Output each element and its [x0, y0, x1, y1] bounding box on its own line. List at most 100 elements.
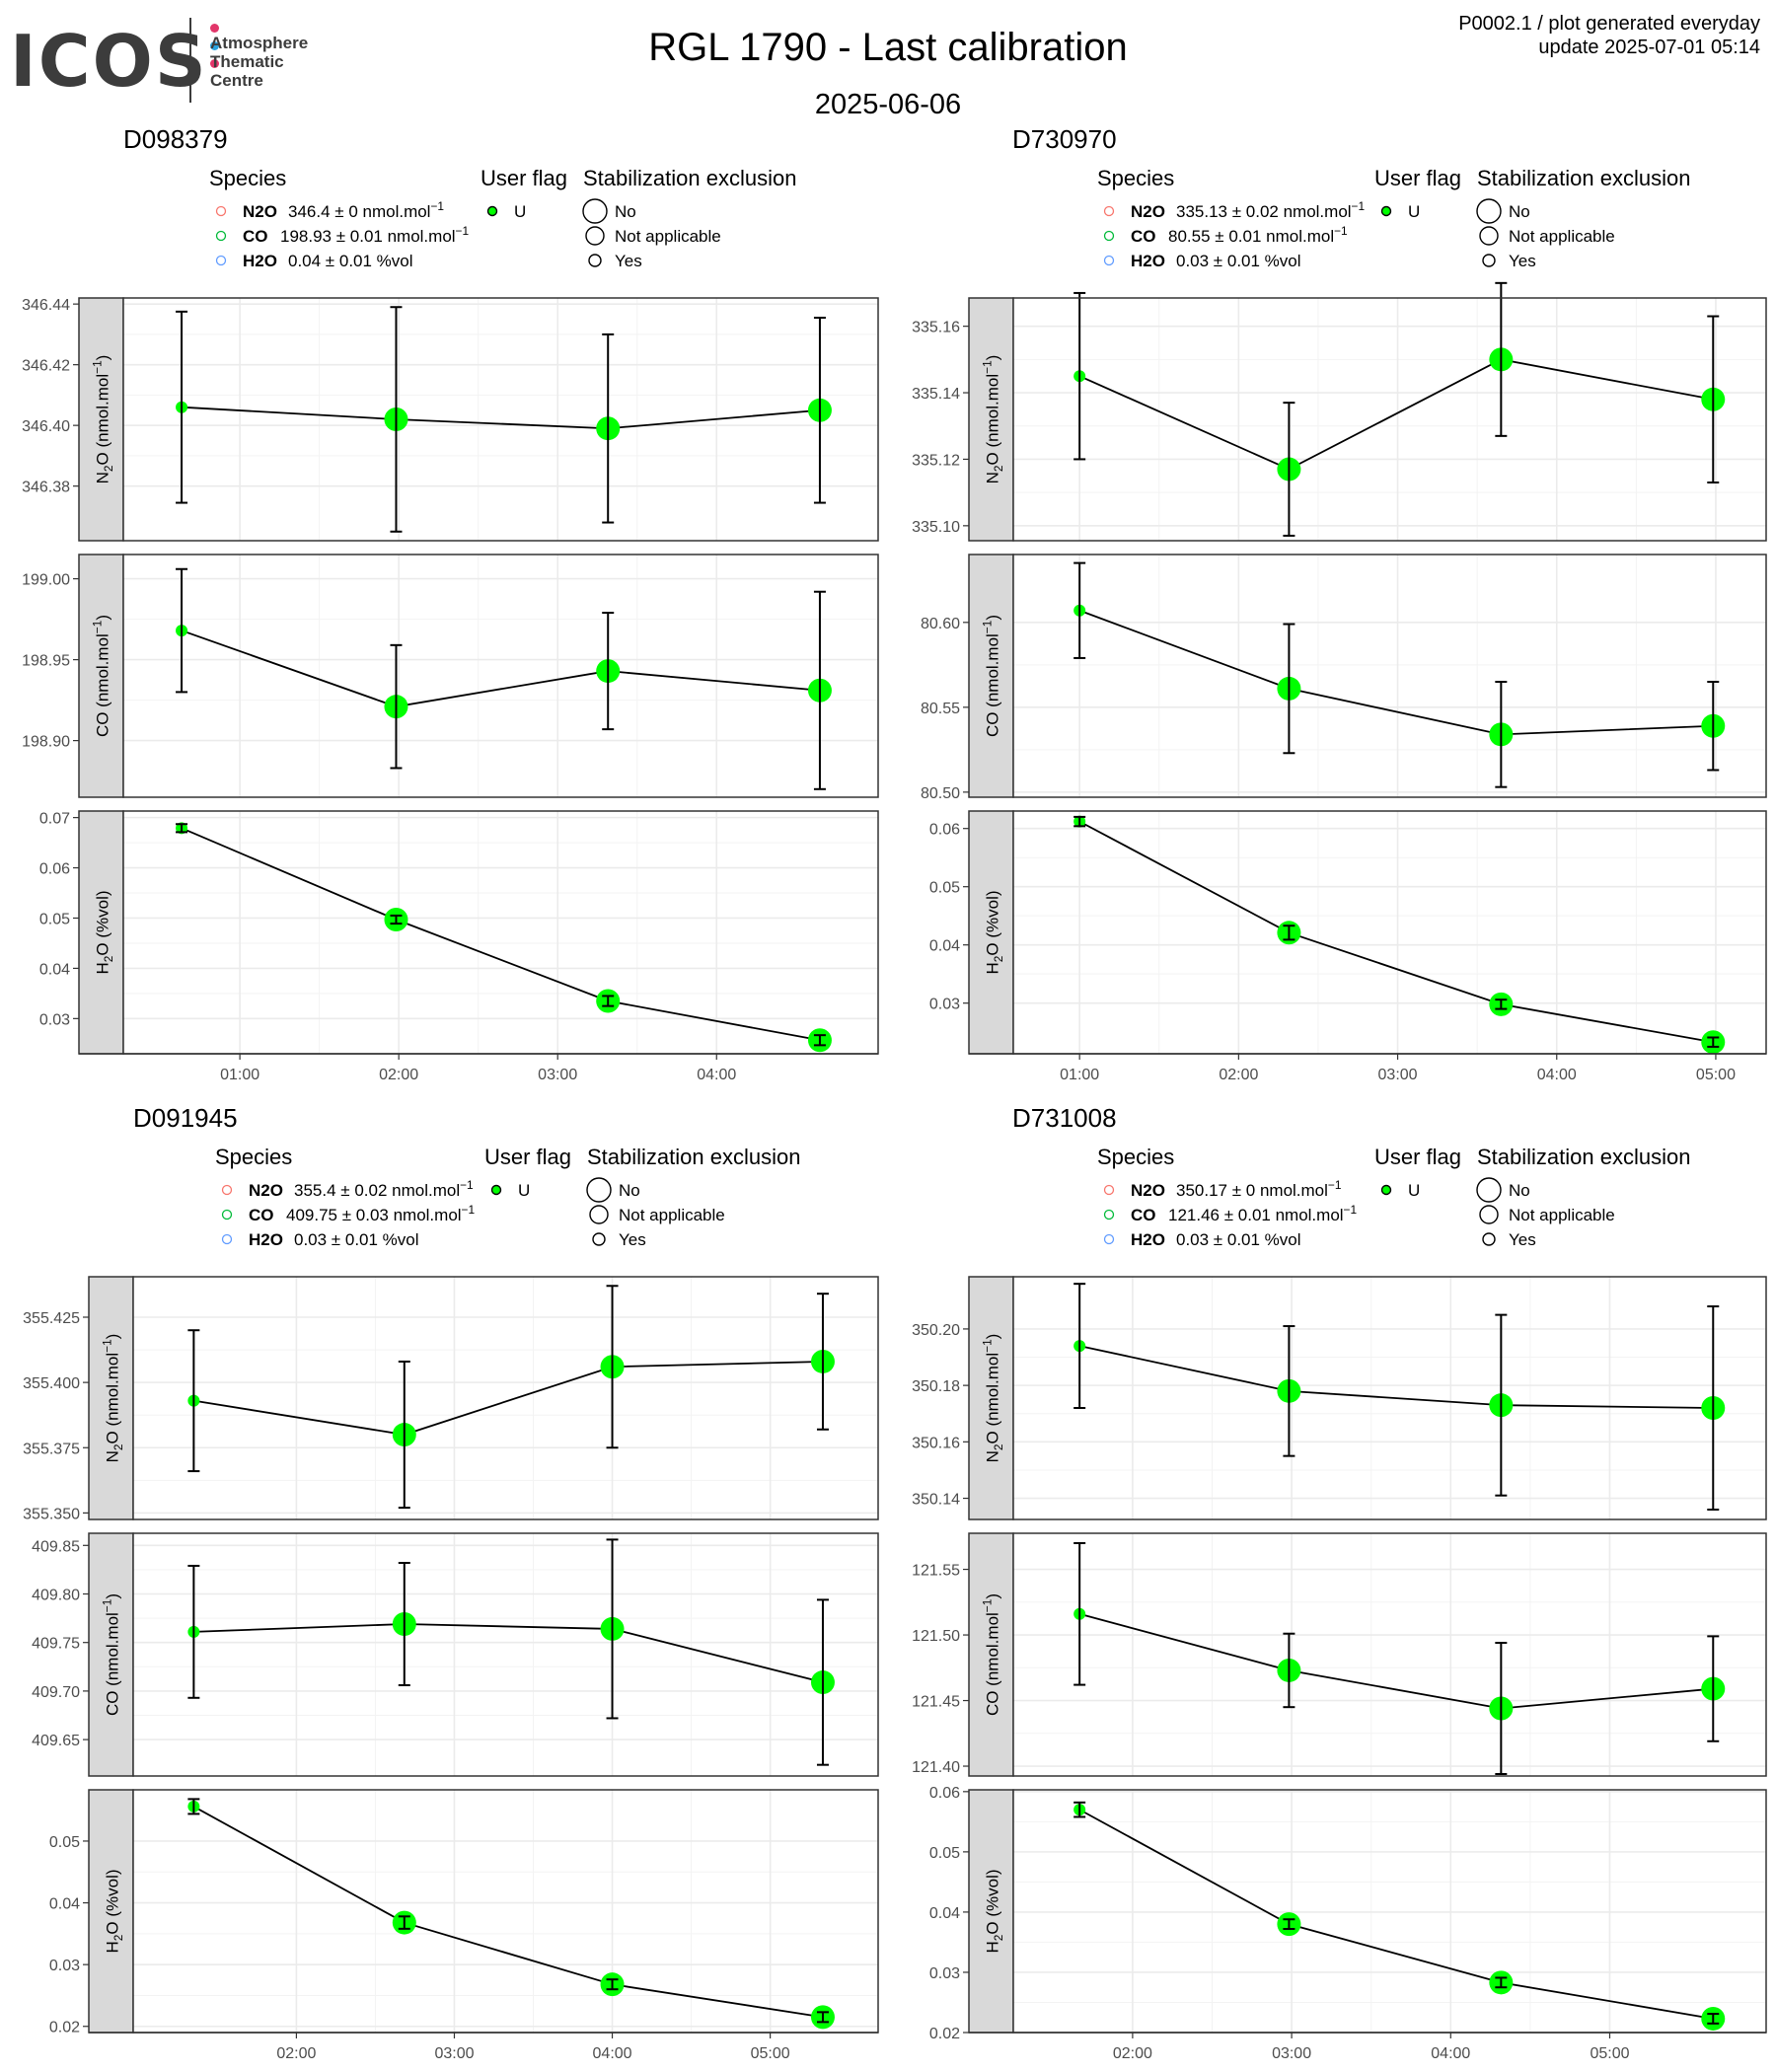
facet-strip — [88, 1532, 134, 1777]
legend-species-key — [221, 1184, 233, 1196]
legend-stab-label: No — [619, 1181, 640, 1200]
panel-0: N2O (nmol.mol−1) 335.10 335.12 335.14 335.16 — [912, 281, 1767, 542]
legend-species-value: 350.17 ± 0 nmol.mol−1 — [1176, 1178, 1342, 1200]
legend-species-name: N2O — [243, 202, 277, 221]
y-tick-label: 199.00 — [22, 572, 70, 589]
meta-update: update 2025-07-01 05:14 — [1538, 37, 1760, 58]
series-line — [193, 1361, 823, 1436]
legend-species-key — [1103, 205, 1115, 217]
plot-meta: P0002.1 / plot generated everyday update… — [1458, 12, 1760, 59]
legend-species-value: 0.03 ± 0.01 %vol — [294, 1230, 419, 1249]
legend-species-value: 346.4 ± 0 nmol.mol−1 — [288, 199, 444, 221]
legend-species-name: CO — [243, 227, 268, 246]
y-tick-label: 355.350 — [23, 1506, 80, 1522]
facet-strip — [968, 1532, 1014, 1777]
x-tick-label: 05:00 — [1696, 1067, 1736, 1083]
x-tick-label: 02:00 — [1219, 1067, 1258, 1083]
x-tick-label: 01:00 — [1060, 1067, 1099, 1083]
legend-species-name: N2O — [1131, 202, 1165, 221]
x-tick-label: 04:00 — [1537, 1067, 1577, 1083]
x-tick-label: 01:00 — [220, 1067, 259, 1083]
panel-background — [123, 555, 878, 797]
legend-species-title: Species — [209, 166, 286, 190]
panel-2: H2O (%vol) 0.03 0.04 0.05 0.06 01:00 02:00 03:0… — [929, 810, 1767, 1083]
y-tick-label: 0.02 — [49, 2020, 80, 2036]
y-axis-label: H2O (%vol) — [984, 1869, 1005, 1953]
legend-species-name: CO — [249, 1206, 274, 1224]
panel-background — [1013, 1790, 1766, 2033]
legend-species-name: H2O — [1131, 252, 1165, 270]
y-tick-label: 0.05 — [49, 1834, 80, 1851]
y-tick-label: 346.38 — [22, 480, 70, 496]
y-tick-label: 0.04 — [49, 1896, 80, 1913]
cylinder-block-D091945: D091945 Species User flag Stabilization exc… — [23, 1103, 879, 2062]
logo-line-2: Thematic — [210, 52, 284, 71]
y-tick-label: 409.70 — [32, 1684, 80, 1701]
logo-subtitle: Atmosphere Thematic Centre — [210, 34, 348, 90]
legend-stab-label: No — [1509, 202, 1530, 221]
facet-strip — [968, 1789, 1014, 2034]
panel-border — [132, 1276, 879, 1520]
series-line — [1078, 1345, 1714, 1409]
series-line — [181, 827, 821, 1042]
y-axis-label: CO (nmol.mol−1) — [981, 615, 1002, 737]
cylinder-block-D098379: D098379 Species User flag Stabilization exc… — [22, 124, 879, 1083]
legend-stab-label: No — [1509, 1181, 1530, 1200]
y-tick-label: 198.95 — [22, 653, 70, 670]
panel-background — [133, 1277, 878, 1519]
series-line — [1078, 820, 1714, 1044]
series-line — [192, 1806, 824, 2019]
legend-species-value: 0.03 ± 0.01 %vol — [1176, 1230, 1301, 1249]
legend-stab-title: Stabilization exclusion — [1477, 166, 1690, 190]
x-tick-label: 05:00 — [1590, 2045, 1629, 2062]
legend-stab-key — [1482, 1232, 1496, 1246]
panel-border — [1012, 1276, 1767, 1520]
panel-border — [132, 1532, 879, 1777]
y-axis-label: H2O (%vol) — [94, 890, 115, 974]
y-tick-label: 335.16 — [912, 320, 960, 336]
legend-species-key — [1103, 1209, 1115, 1221]
y-tick-label: 350.16 — [912, 1435, 960, 1451]
legend-species-title: Species — [1097, 1145, 1174, 1169]
legend-stab-label: Not applicable — [619, 1206, 725, 1224]
facet-strip — [88, 1789, 134, 2034]
y-tick-label: 80.60 — [921, 616, 960, 632]
legend-stab-key — [582, 198, 608, 224]
y-tick-label: 0.04 — [929, 1905, 960, 1922]
x-tick-label: 04:00 — [593, 2045, 632, 2062]
y-tick-label: 409.65 — [32, 1733, 80, 1749]
legend-species-value: 198.93 ± 0.01 nmol.mol−1 — [280, 224, 469, 246]
x-tick-label: 03:00 — [538, 1067, 577, 1083]
series-line — [1078, 358, 1714, 471]
y-tick-label: 0.03 — [929, 1965, 960, 1982]
panel-border — [1012, 554, 1767, 798]
legend-species-name: CO — [1131, 227, 1156, 246]
legend-stab-label: Not applicable — [1509, 227, 1615, 246]
legend: Species User flag Stabilization exclusion N… — [1097, 1145, 1690, 1249]
legend-species-value: 121.46 ± 0.01 nmol.mol−1 — [1168, 1203, 1357, 1224]
facet-strip — [78, 297, 124, 542]
x-tick-label: 04:00 — [697, 1067, 736, 1083]
legend-stab-key — [1476, 198, 1502, 224]
y-tick-label: 409.80 — [32, 1588, 80, 1604]
y-tick-label: 0.03 — [39, 1011, 70, 1028]
y-axis-label: CO (nmol.mol−1) — [101, 1593, 122, 1716]
calibration-date: 2025-06-06 — [814, 89, 962, 120]
x-tick-label: 05:00 — [751, 2045, 790, 2062]
legend-flag-label: U — [1408, 202, 1420, 221]
logo-divider — [189, 18, 191, 103]
series-line — [181, 629, 821, 708]
facet-strip — [88, 1276, 134, 1520]
cylinder-block-D730970: D730970 Species User flag Stabilization exc… — [912, 124, 1767, 1083]
legend-stab-key — [588, 254, 602, 267]
legend-species-name: H2O — [243, 252, 277, 270]
y-tick-label: 0.06 — [929, 822, 960, 839]
legend-stab-key — [1479, 226, 1499, 246]
panel-1: CO (nmol.mol−1) 121.40 121.45 121.50 121.55 — [912, 1532, 1767, 1777]
legend-flag-label: U — [1408, 1181, 1420, 1200]
x-tick-label: 02:00 — [276, 2045, 316, 2062]
legend-stab-label: Not applicable — [1509, 1206, 1615, 1224]
y-tick-label: 346.42 — [22, 358, 70, 375]
y-axis-label: N2O (nmol.mol−1) — [981, 1334, 1005, 1463]
legend-species-name: CO — [1131, 1206, 1156, 1224]
